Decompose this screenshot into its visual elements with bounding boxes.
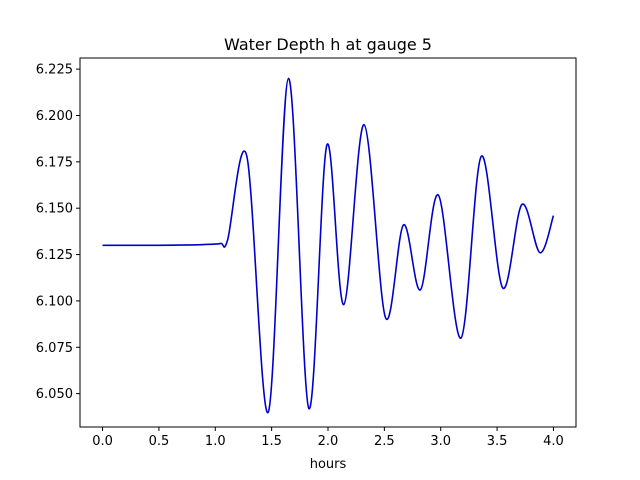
x-tick-label: 1.5 — [261, 434, 282, 449]
x-tick-label: 2.5 — [374, 434, 395, 449]
x-tick-label: 2.0 — [318, 434, 339, 449]
x-tick-label: 3.0 — [430, 434, 451, 449]
plot-area — [102, 77, 555, 414]
series-line — [102, 77, 555, 414]
y-tick-label: 6.150 — [36, 202, 73, 217]
y-axis: 6.050 6.075 6.100 6.125 6.150 6.175 6.200 6.225 — [36, 63, 80, 402]
y-tick-label: 6.125 — [36, 248, 73, 263]
y-tick-label: 6.175 — [36, 155, 73, 170]
y-tick-label: 6.050 — [36, 387, 73, 402]
x-axis: 0.0 0.5 1.0 1.5 2.0 2.5 3.0 3.5 4.0 — [92, 427, 564, 449]
x-tick-label: 3.5 — [487, 434, 508, 449]
y-tick-label: 6.100 — [36, 294, 73, 309]
x-tick-label: 0.0 — [92, 434, 113, 449]
y-tick-label: 6.200 — [36, 109, 73, 124]
y-tick-label: 6.225 — [36, 63, 73, 78]
x-tick-label: 0.5 — [149, 434, 170, 449]
x-tick-label: 1.0 — [205, 434, 226, 449]
axes-frame — [79, 57, 577, 428]
y-tick-label: 6.075 — [36, 341, 73, 356]
chart-title: Water Depth h at gauge 5 — [224, 35, 432, 54]
x-axis-label: hours — [310, 457, 347, 472]
x-tick-label: 4.0 — [543, 434, 564, 449]
